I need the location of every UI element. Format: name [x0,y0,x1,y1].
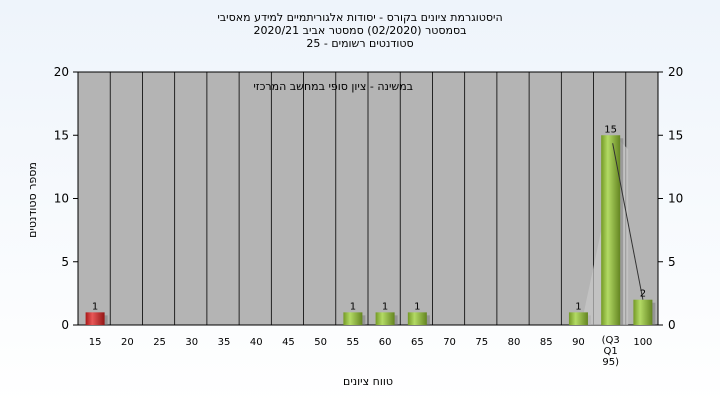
bar-value-label: 1 [350,301,356,312]
x-tick-label: 45 [282,337,295,348]
data-labels: 1 1 1 1 1 15 2 [92,124,646,312]
x-tick-label: 80 [508,337,521,348]
x-tick-label: 75 [475,337,488,348]
title-line-2: בסמסטר (02/2020) סמסטר אביב 2020/21 [253,24,466,37]
chart-title: היסטוגרמת ציונים בקורס - יסודות אלגוריתמ… [217,11,502,50]
y-axis-right: 0 5 10 15 20 [658,65,683,332]
x-tick-label: 60 [379,337,392,348]
x-tick-label: 20 [121,337,134,348]
title-line-1: היסטוגרמת ציונים בקורס - יסודות אלגוריתמ… [217,11,502,24]
y-tick-label-right: 20 [668,65,683,79]
x-tick-label: 65 [411,337,424,348]
y-tick-label: 20 [54,65,69,79]
y-tick-label: 10 [54,192,69,206]
bar [601,135,621,325]
x-tick-label: 85 [540,337,553,348]
connector-line [612,143,644,300]
x-tick-label: 70 [443,337,456,348]
bar-value-label: 1 [575,301,581,312]
bars [85,135,653,325]
y-tick-label-right: 5 [668,255,676,269]
bar [568,312,588,325]
bar [407,312,427,325]
bar-value-label: 15 [604,124,617,135]
bar-value-label: 2 [640,289,646,300]
y-tick-label: 0 [61,318,69,332]
bar-value-label: 1 [382,301,388,312]
x-tick-label: 100 [633,337,652,348]
x-tick-label: 35 [218,337,231,348]
bar [85,312,105,325]
x-tick-label: 90 [572,337,585,348]
y-tick-label-right: 15 [668,128,683,142]
x-axis: 15 20 25 30 35 40 45 50 55 60 65 70 75 80 85 90 (Q3 Q1 95)… [89,335,653,368]
y-tick-label-right: 10 [668,192,683,206]
bar [343,312,363,325]
y-tick-label-right: 0 [668,318,676,332]
x-tick-label: 25 [153,337,166,348]
grid-lines [109,72,627,325]
chart-annotation: במשינה - ציון סופי במחשב המרכזי [253,80,413,93]
x-tick-label: 50 [314,337,327,348]
bar-value-label: 1 [92,301,98,312]
x-tick-label: 55 [347,337,360,348]
bar [375,312,395,325]
quartile-connector [612,143,644,300]
x-tick-label: 40 [250,337,263,348]
x-axis-title: טווח ציונים [343,375,393,388]
title-line-3: סטודנטים רשומים - 25 [306,37,413,50]
x-tick-label: 30 [185,337,198,348]
x-tick-label: (Q3 Q1 95) [602,335,620,368]
x-tick-label: 15 [89,337,102,348]
bar [633,299,653,325]
bar-value-label: 1 [414,301,420,312]
y-axis-left: 0 5 10 15 20 [54,65,78,332]
y-axis-title: מספר סטודנטים [26,162,39,238]
y-tick-label: 15 [54,128,69,142]
y-tick-label: 5 [61,255,69,269]
